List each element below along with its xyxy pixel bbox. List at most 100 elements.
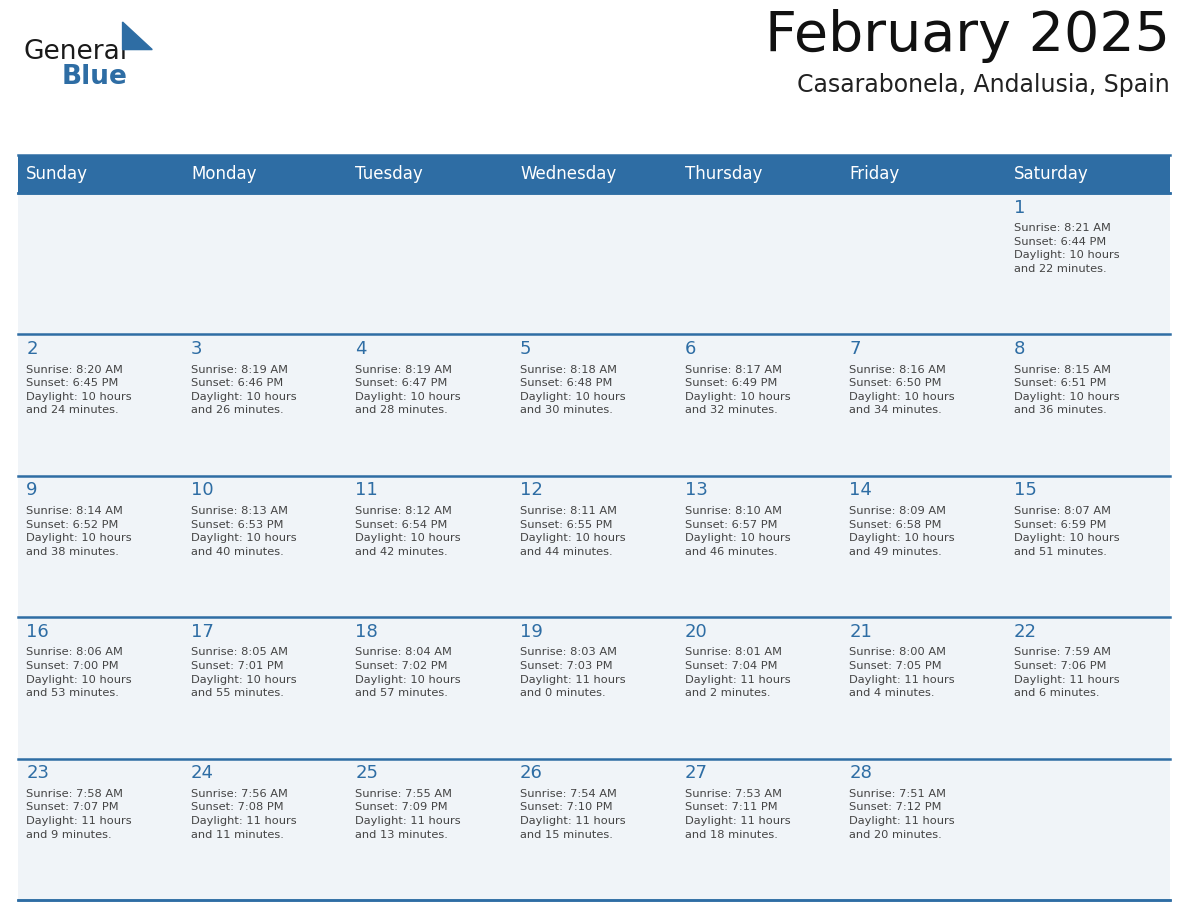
Bar [676, 476, 841, 617]
Bar [841, 193, 1005, 334]
Bar [512, 155, 676, 193]
Text: 23: 23 [26, 764, 50, 782]
Text: 27: 27 [684, 764, 708, 782]
Bar [512, 193, 676, 334]
Text: Sunrise: 8:01 AM
Sunset: 7:04 PM
Daylight: 11 hours
and 2 minutes.: Sunrise: 8:01 AM Sunset: 7:04 PM Dayligh… [684, 647, 790, 699]
Text: 12: 12 [520, 481, 543, 499]
Bar [841, 758, 1005, 900]
Text: Tuesday: Tuesday [355, 165, 423, 183]
Bar [183, 476, 347, 617]
Text: 5: 5 [520, 340, 531, 358]
Text: 19: 19 [520, 622, 543, 641]
Text: Sunday: Sunday [26, 165, 88, 183]
Text: Sunrise: 7:58 AM
Sunset: 7:07 PM
Daylight: 11 hours
and 9 minutes.: Sunrise: 7:58 AM Sunset: 7:07 PM Dayligh… [26, 789, 132, 840]
Text: Sunrise: 8:14 AM
Sunset: 6:52 PM
Daylight: 10 hours
and 38 minutes.: Sunrise: 8:14 AM Sunset: 6:52 PM Dayligh… [26, 506, 132, 557]
Text: Sunrise: 8:06 AM
Sunset: 7:00 PM
Daylight: 10 hours
and 53 minutes.: Sunrise: 8:06 AM Sunset: 7:00 PM Dayligh… [26, 647, 132, 699]
Text: 7: 7 [849, 340, 860, 358]
Text: 2: 2 [26, 340, 38, 358]
Text: Sunrise: 8:16 AM
Sunset: 6:50 PM
Daylight: 10 hours
and 34 minutes.: Sunrise: 8:16 AM Sunset: 6:50 PM Dayligh… [849, 364, 955, 416]
Text: February 2025: February 2025 [765, 9, 1170, 63]
Bar [676, 193, 841, 334]
Text: Sunrise: 8:19 AM
Sunset: 6:47 PM
Daylight: 10 hours
and 28 minutes.: Sunrise: 8:19 AM Sunset: 6:47 PM Dayligh… [355, 364, 461, 416]
Bar [18, 155, 183, 193]
Text: 9: 9 [26, 481, 38, 499]
Text: Sunrise: 8:12 AM
Sunset: 6:54 PM
Daylight: 10 hours
and 42 minutes.: Sunrise: 8:12 AM Sunset: 6:54 PM Dayligh… [355, 506, 461, 557]
Bar [841, 155, 1005, 193]
Bar [512, 476, 676, 617]
Polygon shape [122, 22, 152, 50]
Text: 16: 16 [26, 622, 49, 641]
Text: Sunrise: 7:53 AM
Sunset: 7:11 PM
Daylight: 11 hours
and 18 minutes.: Sunrise: 7:53 AM Sunset: 7:11 PM Dayligh… [684, 789, 790, 840]
Text: Sunrise: 8:07 AM
Sunset: 6:59 PM
Daylight: 10 hours
and 51 minutes.: Sunrise: 8:07 AM Sunset: 6:59 PM Dayligh… [1013, 506, 1119, 557]
Text: 8: 8 [1013, 340, 1025, 358]
Bar [347, 155, 512, 193]
Text: 14: 14 [849, 481, 872, 499]
Bar [512, 334, 676, 476]
Text: Sunrise: 8:00 AM
Sunset: 7:05 PM
Daylight: 11 hours
and 4 minutes.: Sunrise: 8:00 AM Sunset: 7:05 PM Dayligh… [849, 647, 955, 699]
Bar [1005, 334, 1170, 476]
Text: Sunrise: 7:59 AM
Sunset: 7:06 PM
Daylight: 11 hours
and 6 minutes.: Sunrise: 7:59 AM Sunset: 7:06 PM Dayligh… [1013, 647, 1119, 699]
Bar [676, 758, 841, 900]
Text: Sunrise: 8:11 AM
Sunset: 6:55 PM
Daylight: 10 hours
and 44 minutes.: Sunrise: 8:11 AM Sunset: 6:55 PM Dayligh… [520, 506, 626, 557]
Bar [183, 758, 347, 900]
Text: 26: 26 [520, 764, 543, 782]
Text: 24: 24 [191, 764, 214, 782]
Bar [183, 193, 347, 334]
Bar [512, 758, 676, 900]
Text: Sunrise: 8:09 AM
Sunset: 6:58 PM
Daylight: 10 hours
and 49 minutes.: Sunrise: 8:09 AM Sunset: 6:58 PM Dayligh… [849, 506, 955, 557]
Bar [1005, 155, 1170, 193]
Bar [676, 155, 841, 193]
Text: 1: 1 [1013, 198, 1025, 217]
Bar [347, 758, 512, 900]
Bar [1005, 758, 1170, 900]
Text: Sunrise: 7:51 AM
Sunset: 7:12 PM
Daylight: 11 hours
and 20 minutes.: Sunrise: 7:51 AM Sunset: 7:12 PM Dayligh… [849, 789, 955, 840]
Bar [347, 476, 512, 617]
Text: Sunrise: 7:55 AM
Sunset: 7:09 PM
Daylight: 11 hours
and 13 minutes.: Sunrise: 7:55 AM Sunset: 7:09 PM Dayligh… [355, 789, 461, 840]
Bar [183, 155, 347, 193]
Bar [347, 617, 512, 758]
Text: 13: 13 [684, 481, 708, 499]
Bar [347, 193, 512, 334]
Text: 20: 20 [684, 622, 707, 641]
Bar [183, 334, 347, 476]
Bar [512, 617, 676, 758]
Text: 3: 3 [191, 340, 202, 358]
Text: Sunrise: 8:15 AM
Sunset: 6:51 PM
Daylight: 10 hours
and 36 minutes.: Sunrise: 8:15 AM Sunset: 6:51 PM Dayligh… [1013, 364, 1119, 416]
Text: Blue: Blue [62, 64, 128, 90]
Text: 28: 28 [849, 764, 872, 782]
Text: 22: 22 [1013, 622, 1037, 641]
Text: 11: 11 [355, 481, 378, 499]
Bar [1005, 193, 1170, 334]
Text: 15: 15 [1013, 481, 1037, 499]
Text: Sunrise: 8:04 AM
Sunset: 7:02 PM
Daylight: 10 hours
and 57 minutes.: Sunrise: 8:04 AM Sunset: 7:02 PM Dayligh… [355, 647, 461, 699]
Text: Sunrise: 8:13 AM
Sunset: 6:53 PM
Daylight: 10 hours
and 40 minutes.: Sunrise: 8:13 AM Sunset: 6:53 PM Dayligh… [191, 506, 297, 557]
Text: 6: 6 [684, 340, 696, 358]
Bar [18, 193, 183, 334]
Text: 25: 25 [355, 764, 379, 782]
Text: Sunrise: 7:56 AM
Sunset: 7:08 PM
Daylight: 11 hours
and 11 minutes.: Sunrise: 7:56 AM Sunset: 7:08 PM Dayligh… [191, 789, 297, 840]
Bar [18, 758, 183, 900]
Text: 17: 17 [191, 622, 214, 641]
Bar [1005, 617, 1170, 758]
Text: 10: 10 [191, 481, 214, 499]
Bar [841, 476, 1005, 617]
Bar [676, 334, 841, 476]
Text: 4: 4 [355, 340, 367, 358]
Text: Sunrise: 8:05 AM
Sunset: 7:01 PM
Daylight: 10 hours
and 55 minutes.: Sunrise: 8:05 AM Sunset: 7:01 PM Dayligh… [191, 647, 297, 699]
Text: Wednesday: Wednesday [520, 165, 617, 183]
Text: Sunrise: 7:54 AM
Sunset: 7:10 PM
Daylight: 11 hours
and 15 minutes.: Sunrise: 7:54 AM Sunset: 7:10 PM Dayligh… [520, 789, 626, 840]
Bar [1005, 476, 1170, 617]
Text: Monday: Monday [191, 165, 257, 183]
Text: Sunrise: 8:03 AM
Sunset: 7:03 PM
Daylight: 11 hours
and 0 minutes.: Sunrise: 8:03 AM Sunset: 7:03 PM Dayligh… [520, 647, 626, 699]
Text: Friday: Friday [849, 165, 899, 183]
Bar [841, 334, 1005, 476]
Text: Sunrise: 8:10 AM
Sunset: 6:57 PM
Daylight: 10 hours
and 46 minutes.: Sunrise: 8:10 AM Sunset: 6:57 PM Dayligh… [684, 506, 790, 557]
Bar [18, 334, 183, 476]
Text: Sunrise: 8:18 AM
Sunset: 6:48 PM
Daylight: 10 hours
and 30 minutes.: Sunrise: 8:18 AM Sunset: 6:48 PM Dayligh… [520, 364, 626, 416]
Bar [18, 476, 183, 617]
Bar [347, 334, 512, 476]
Text: Sunrise: 8:17 AM
Sunset: 6:49 PM
Daylight: 10 hours
and 32 minutes.: Sunrise: 8:17 AM Sunset: 6:49 PM Dayligh… [684, 364, 790, 416]
Bar [676, 617, 841, 758]
Text: Sunrise: 8:20 AM
Sunset: 6:45 PM
Daylight: 10 hours
and 24 minutes.: Sunrise: 8:20 AM Sunset: 6:45 PM Dayligh… [26, 364, 132, 416]
Text: Casarabonela, Andalusia, Spain: Casarabonela, Andalusia, Spain [797, 73, 1170, 97]
